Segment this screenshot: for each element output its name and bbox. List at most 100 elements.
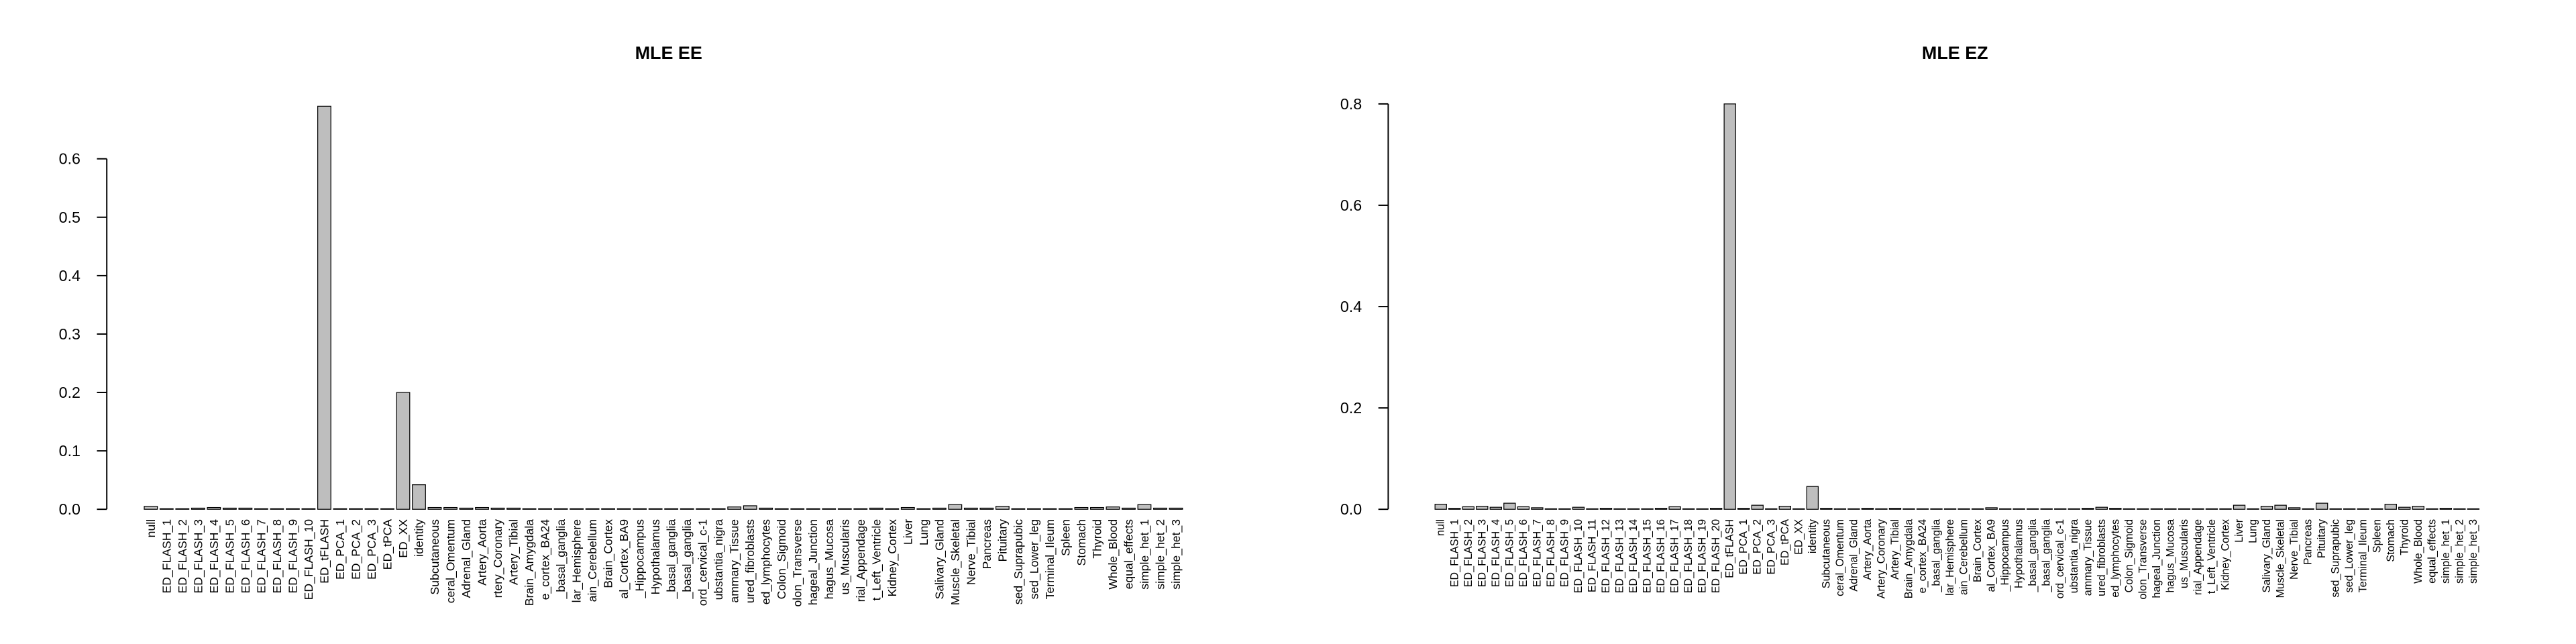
x-tick-label: Pituitary [996, 519, 1009, 562]
chart-title: MLE EZ [1922, 43, 1988, 63]
x-tick-label: us_Muscularis [838, 519, 852, 595]
x-tick-label: _Hippocampus [633, 519, 647, 599]
x-tick-label: ED_FLASH_15 [1642, 519, 1654, 593]
bar [191, 507, 205, 510]
x-tick-label: rial_Appendage [2192, 519, 2204, 595]
x-tick-label: ammary_Tissue [2082, 519, 2094, 596]
bar [2012, 508, 2025, 510]
bar [869, 507, 883, 510]
x-tick-label: Adrenal_Gland [1847, 519, 1860, 592]
bar [1723, 103, 1736, 510]
bar [2315, 502, 2328, 510]
bar [1599, 508, 1613, 510]
x-tick-label: sed_Lower_leg [1027, 519, 1041, 600]
bar [1833, 508, 1847, 510]
bar [1847, 508, 1860, 510]
x-tick-label: ED_XX [396, 519, 411, 558]
x-tick-label: Nerve_Tibial [964, 519, 978, 585]
bar [1971, 508, 1984, 510]
x-tick-label: Muscle_Skeletal [2275, 519, 2287, 598]
bar [222, 507, 237, 510]
x-tick-label: e_cortex_BA24 [539, 519, 553, 600]
bar [1641, 508, 1654, 510]
bar [2274, 504, 2287, 510]
bar [822, 508, 837, 510]
y-tick-label: 0.0 [59, 500, 80, 518]
bar [2205, 508, 2218, 510]
bar [664, 508, 679, 510]
bar [1586, 508, 1599, 510]
bar [2467, 508, 2480, 510]
x-tick-label: ured_fibroblasts [2096, 519, 2108, 596]
x-tick-label: _basal_ganglia [2041, 519, 2053, 593]
bar [2453, 508, 2466, 510]
x-tick-label: rtery_Coronary [491, 519, 505, 598]
x-tick-label: ED_FLASH_2 [1462, 519, 1474, 587]
x-tick-label: Pancreas [980, 519, 994, 570]
x-tick-label: equal_effects [1122, 519, 1136, 590]
bar [1026, 508, 1041, 510]
x-tick-label: simple_het_1 [2440, 519, 2452, 584]
bar [948, 504, 963, 510]
x-tick-label: _basal_ganglia [680, 519, 694, 600]
x-tick-label: Adrenal_Gland [460, 519, 474, 598]
x-tick-label: e_cortex_BA24 [1917, 519, 1929, 593]
bar [1011, 508, 1026, 510]
y-tick-label: 0.0 [1340, 500, 1362, 518]
bar [916, 508, 931, 510]
bar [932, 507, 947, 510]
x-tick-label: simple_het_2 [1153, 519, 1167, 590]
bar [1737, 508, 1750, 510]
bar [380, 508, 394, 510]
bar [2302, 508, 2314, 510]
x-tick-label: Kidney_Cortex [2220, 519, 2232, 590]
y-tick-label: 0.2 [59, 384, 80, 401]
bar [506, 507, 521, 510]
x-tick-label: _Hippocampus [1999, 519, 2011, 592]
bar [553, 508, 568, 510]
bar [1957, 508, 1970, 510]
bar [2150, 508, 2163, 510]
bar [1122, 507, 1136, 510]
x-tick-label: ed_lymphocytes [759, 519, 773, 605]
bar [459, 507, 474, 510]
x-tick-label: ain_Cerebellum [1958, 519, 1970, 595]
bar [853, 508, 868, 510]
x-tick-label: us_Muscularis [2178, 519, 2190, 588]
bar [2192, 508, 2204, 510]
bar [979, 507, 994, 510]
x-tick-label: Colon_Sigmoid [775, 519, 789, 600]
x-tick-label: ED_FLASH_14 [1627, 519, 1640, 593]
bar [1476, 506, 1489, 510]
bar [285, 508, 300, 510]
x-tick-label: ED_PCA_2 [349, 519, 363, 580]
bar [1448, 508, 1461, 510]
x-tick-label: Salivary_Gland [932, 519, 947, 600]
bar [270, 508, 284, 510]
x-tick-label: Terminal_Ileum [1043, 519, 1057, 600]
x-tick-label: hageal_Junction [2151, 519, 2163, 598]
x-tick-label: ED_FLASH_20 [1710, 519, 1722, 593]
bar [995, 506, 1010, 510]
x-tick-label: ED_FLASH_5 [223, 519, 237, 594]
bar [1751, 504, 1764, 510]
bar [1696, 508, 1709, 510]
bar [2040, 508, 2053, 510]
x-tick-label: ED_PCA_3 [1765, 519, 1777, 575]
bar [159, 508, 174, 510]
bar [475, 506, 489, 510]
bar [1074, 506, 1089, 510]
x-tick-label: Salivary_Gland [2261, 519, 2273, 593]
bar [1930, 508, 1943, 510]
x-tick-label: ED_FLASH_11 [1586, 519, 1598, 592]
x-tick-label: Colon_Sigmoid [2123, 519, 2135, 593]
x-tick-label: Artery_Coronary [1875, 519, 1887, 598]
bar [1531, 507, 1544, 510]
y-tick-label: 0.3 [59, 325, 80, 343]
bar [711, 508, 726, 510]
x-tick-label: sed_Suprapubic [1012, 519, 1026, 605]
x-tick-label: ED_FLASH_4 [207, 519, 221, 594]
x-tick-label: rial_Appendage [854, 519, 868, 602]
x-tick-label: Pancreas [2302, 519, 2314, 565]
